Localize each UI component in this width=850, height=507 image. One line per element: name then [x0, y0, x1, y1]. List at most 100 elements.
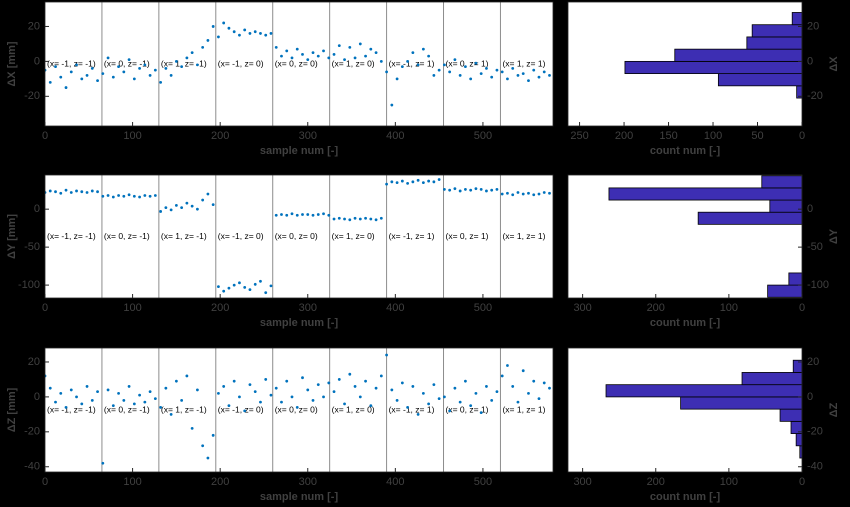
x-axis-label: count num [-] — [650, 491, 721, 503]
point — [453, 187, 457, 191]
point — [248, 288, 252, 292]
point — [48, 80, 52, 84]
y-tick-label: 20 — [28, 20, 40, 32]
point — [106, 388, 110, 392]
point — [295, 213, 299, 217]
point — [548, 191, 551, 195]
plot-content — [608, 175, 802, 298]
hist-bar — [767, 284, 802, 298]
point — [217, 392, 220, 395]
point — [153, 194, 157, 197]
point — [59, 75, 63, 79]
point — [527, 79, 530, 82]
plot-area — [568, 348, 802, 472]
y-tick-label: 0 — [34, 391, 40, 403]
hist-bar — [608, 187, 802, 201]
point — [411, 180, 415, 184]
point — [390, 180, 394, 184]
x-tick-label: 200 — [647, 476, 665, 488]
point — [343, 58, 346, 62]
point — [385, 70, 388, 74]
point — [548, 73, 551, 77]
x-tick-label: 150 — [659, 130, 677, 142]
point — [211, 203, 215, 207]
point — [153, 68, 157, 72]
point — [164, 66, 168, 70]
point — [532, 68, 536, 72]
point — [127, 193, 131, 197]
y-tick-label: -20 — [807, 90, 823, 102]
y-axis-label: ΔY — [828, 228, 840, 244]
y-tick-label: -50 — [807, 241, 823, 253]
point — [379, 374, 383, 378]
point — [238, 281, 241, 285]
point — [548, 386, 551, 390]
x-tick-label: 500 — [474, 302, 492, 314]
point — [416, 63, 420, 67]
point — [169, 208, 173, 212]
hist-bar — [680, 396, 802, 410]
point — [458, 189, 462, 193]
point — [148, 390, 152, 394]
point — [485, 385, 488, 388]
point — [111, 404, 115, 408]
x-tick-label: 500 — [474, 476, 492, 488]
point — [364, 54, 367, 58]
point — [358, 217, 362, 221]
point — [148, 194, 152, 198]
point — [90, 189, 94, 193]
point — [143, 63, 147, 67]
point — [516, 400, 520, 404]
point — [532, 379, 536, 383]
point — [238, 395, 241, 399]
segment-label: (x= 1, z= 1) — [502, 404, 545, 414]
point — [75, 189, 78, 193]
point — [516, 191, 520, 194]
point — [106, 56, 110, 60]
point — [206, 456, 210, 460]
point — [343, 402, 346, 406]
x-tick-label: 100 — [123, 476, 141, 488]
point — [259, 32, 262, 35]
point — [464, 379, 467, 383]
point — [390, 103, 394, 107]
point — [490, 188, 494, 192]
point — [442, 63, 446, 67]
point — [290, 395, 294, 399]
x-tick-label: 200 — [211, 476, 229, 488]
point — [353, 216, 357, 220]
point — [453, 386, 457, 390]
point — [264, 33, 268, 37]
point — [511, 385, 515, 388]
point — [400, 381, 404, 385]
point — [348, 372, 352, 376]
point — [222, 385, 226, 388]
point — [201, 46, 205, 49]
point — [437, 397, 441, 401]
y-tick-label: 0 — [34, 55, 40, 67]
point — [59, 392, 63, 395]
point — [369, 404, 373, 408]
point — [185, 201, 189, 205]
y-tick-label: 0 — [807, 203, 813, 215]
point — [495, 390, 499, 394]
plot-content — [605, 359, 802, 459]
point — [400, 179, 404, 183]
point — [111, 195, 115, 199]
segment-label: (x= 0, z= -1) — [104, 58, 150, 68]
point — [442, 395, 446, 399]
point — [280, 54, 283, 58]
point — [500, 70, 504, 74]
point — [295, 47, 299, 51]
axes-frame — [567, 1, 803, 127]
point — [54, 190, 57, 194]
point — [511, 193, 515, 197]
segment-label: (x= 0, z= 0) — [275, 231, 318, 241]
hist-bar — [751, 24, 802, 38]
point — [437, 178, 441, 181]
point — [301, 52, 304, 56]
point — [406, 405, 410, 409]
point — [269, 393, 273, 397]
point — [332, 390, 336, 394]
point — [259, 400, 262, 404]
